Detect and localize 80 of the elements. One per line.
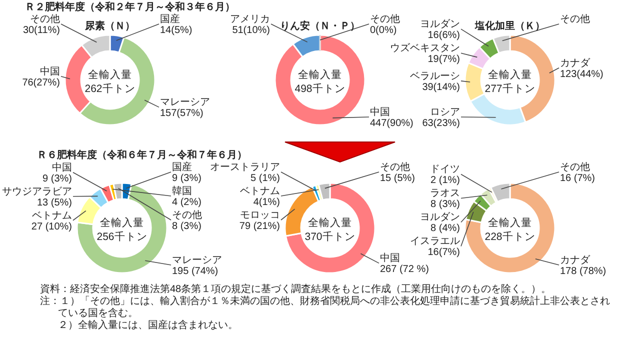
slice-label: 韓国 [172,185,192,197]
data-label: 5 (1%) [250,173,280,184]
slice-label: ラオス [430,188,460,200]
slice-label: マレーシア [160,97,210,108]
data-label: 51(10%) [232,25,270,36]
text: 全輸入量 [488,68,532,81]
data-label: 76(27%) [22,77,60,88]
slice-label: マレーシア [172,255,222,266]
data-label: 79 (21%) [239,221,280,232]
slice-label: イスラエル [410,236,460,248]
chart-title: Ｒ２肥料年度（令和２年７月～令和３年６月） [25,1,235,13]
text: 塩化加里（Ｋ） [474,20,545,32]
data-label: 19(7%) [428,54,460,66]
slice-label: ヨルダン [420,18,460,30]
text: 全輸入量 [100,216,144,229]
data-label: 157(57%) [160,108,204,120]
text: 228千トン [484,230,536,243]
slice-label: ヨルダン [420,211,460,224]
data-label: 63(23%) [422,118,460,129]
slice-label: 国産 [172,161,192,173]
text: 注：１）「その他」には、輸入割合が１％未満の国の他、財務省関税局への非公表化処理申請に基づき貿易統計上非公表とされている国を含む。 [40,295,610,319]
data-label: 178 (78%) [560,266,606,277]
text: 尿素（Ｎ） [84,20,135,32]
slice-label: 中国 [380,252,400,264]
data-label: 8 (3%) [430,199,460,210]
data-label: 4 (2%) [172,197,202,208]
slice-label: カナダ [560,56,591,69]
data-label: 267 (72 %) [380,264,429,276]
text: 0(0%) [370,25,397,36]
slice-label: ベラルーシ [410,70,460,82]
slice-label: オーストラリア [210,162,280,173]
text: 全輸入量 [488,216,532,229]
slice-label: その他 [560,13,590,25]
category-label: その他 [370,14,400,25]
slice-label: 国産 [160,13,180,25]
data-label: 16 (7%) [560,173,596,184]
data-label: 30(11%) [22,25,60,36]
slice-label: ベトナム [32,210,72,222]
slice-label: その他 [172,209,202,221]
text: 262千トン [84,82,136,95]
slice-label: ドイツ [430,164,460,176]
data-label: 8 (3%) [172,221,202,232]
slice-label: 中国 [52,161,72,174]
slice-label: アメリカ [230,14,270,25]
slice-label: その他 [30,13,60,25]
text: 全輸入量 [298,68,342,81]
data-label: 447(90%) [370,118,414,129]
slice-label: ウズベキスタン [390,42,460,54]
text: 277千トン [484,82,536,95]
slice-label: サウジアラビア [2,186,72,198]
data-label: 9 (3%) [42,173,72,184]
text: 全輸入量 [88,68,132,81]
slice-label: 中国 [40,65,60,78]
chart-title: Ｒ６肥料年度（令和６年７月～令和７年６月） [37,149,247,161]
data-label: 8 (4%) [430,223,460,234]
data-label: 13 (5%) [36,197,72,208]
text: 資料：経済安全保障推進法第48条第１項の規定に基づく調査結果をもとに作成（工業用仕向けのものを除く。）。 [40,283,552,295]
data-label: 16(6%) [428,30,460,42]
slice-label: モロッコ [240,210,280,221]
data-label: 27 (10%) [31,221,72,232]
data-label: 39(14%) [422,82,460,93]
slice-label: その他 [560,161,590,173]
data-label: 123(44%) [560,68,604,80]
slice-label: ベトナム [240,186,280,197]
data-label: 15 (5%) [380,173,416,184]
text: 498千トン [294,82,346,95]
data-label: 9 (3%) [172,173,202,184]
data-label: 16(7%) [428,247,460,258]
text: 370千トン [304,230,356,243]
text: 256千トン [96,230,148,243]
data-label: 14(5%) [160,25,192,36]
text: 全輸入量 [308,216,352,229]
data-label: 2 (1%) [430,175,460,186]
data-label: 4(1%) [253,197,280,208]
slice-label: その他 [380,161,410,173]
text: ２）全輸入量には、国産は含まれない。 [58,319,238,331]
slice-label: カナダ [560,254,591,266]
slice-label: ロシア [430,107,460,118]
data-label: 195 (74%) [172,266,218,277]
slice-label: 中国 [370,106,390,118]
